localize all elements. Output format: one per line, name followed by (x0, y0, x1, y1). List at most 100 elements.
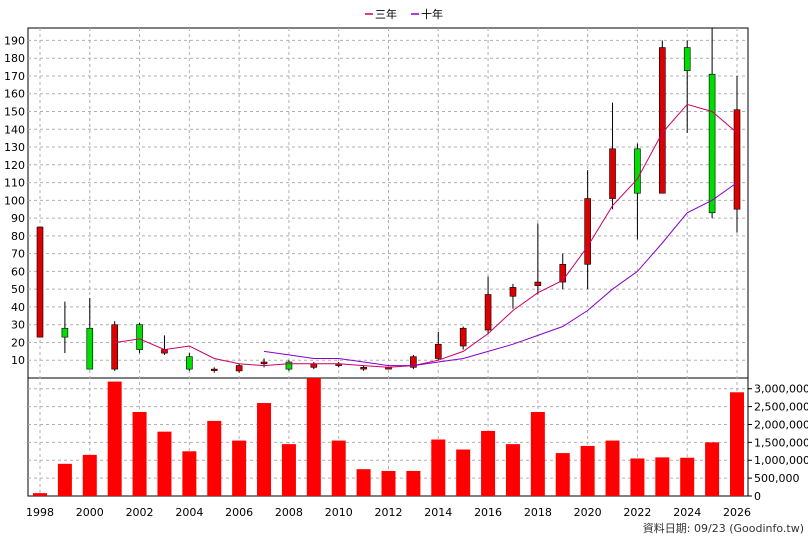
candle-body (210, 368, 218, 371)
volume-bar (481, 430, 496, 496)
volume-bar (157, 431, 172, 496)
grid (28, 28, 748, 496)
volume-tick-label: 500,000 (754, 472, 800, 485)
volume-bar (505, 444, 520, 496)
legend-label-3y: 三年 (375, 7, 397, 21)
volume-bar (331, 440, 346, 496)
x-tick-label: 2006 (225, 506, 253, 519)
x-tick-label: 1998 (26, 506, 54, 519)
price-tick-label: 100 (4, 194, 25, 207)
price-tick-label: 190 (4, 34, 25, 47)
volume-tick-label: 3,000,000 (754, 383, 808, 396)
x-axis-ticks: 1998 2000 2002 2004 2006 2008 2010 2012 2014 2016… (26, 506, 751, 519)
volume-bar (655, 457, 670, 496)
x-tick-label: 2000 (76, 506, 104, 519)
price-tick-label: 40 (11, 301, 25, 314)
moving-average-lines (114, 103, 738, 368)
price-tick-label: 130 (4, 141, 25, 154)
watermark: 資料日期: 09/23 (Goodinfo.tw) (643, 521, 804, 535)
volume-bar (555, 453, 570, 496)
volume-bar (281, 444, 296, 496)
volume-bar (456, 449, 471, 496)
x-tick-label: 2016 (474, 506, 502, 519)
candle-body (683, 47, 691, 71)
candle-body (285, 361, 293, 370)
price-tick-label: 120 (4, 159, 25, 172)
price-tick-label: 90 (11, 212, 25, 225)
legend-label-10y: 十年 (421, 7, 443, 21)
x-tick-label: 2002 (126, 506, 154, 519)
candle-body (509, 287, 517, 297)
candle-body (584, 198, 591, 265)
series-line (114, 103, 738, 368)
x-tick-label: 2022 (623, 506, 651, 519)
price-tick-label: 180 (4, 52, 25, 65)
volume-axis-ticks: 0 500,000 1,000,000 1,500,000 2,000,000 2,500… (748, 383, 808, 503)
candle-body (484, 294, 492, 331)
volume-bar (182, 451, 197, 496)
candle-body (61, 327, 69, 338)
volume-bar (605, 440, 620, 496)
price-tick-label: 30 (11, 319, 25, 332)
price-tick-label: 110 (4, 177, 25, 190)
volume-tick-label: 2,500,000 (754, 401, 808, 414)
x-tick-label: 2012 (375, 506, 403, 519)
volume-bar (580, 445, 595, 496)
series-line (263, 182, 738, 367)
candle-body (186, 356, 193, 370)
x-tick-label: 2010 (325, 506, 353, 519)
volume-bar (207, 420, 222, 496)
candle-body (534, 281, 542, 286)
volume-bar (33, 493, 47, 496)
x-tick-label: 2018 (524, 506, 552, 519)
price-tick-label: 50 (11, 283, 25, 296)
volume-bar (680, 457, 695, 496)
volume-tick-label: 1,000,000 (754, 454, 808, 467)
candle-body (260, 361, 268, 365)
volume-bar (132, 411, 147, 496)
candle-body (360, 367, 367, 370)
volume-tick-label: 1,500,000 (754, 436, 808, 449)
candle-body (235, 365, 243, 372)
volume-bar (356, 469, 371, 496)
candle-body (708, 73, 716, 214)
candle-body (459, 327, 467, 347)
price-axis-ticks: 10 20 30 40 50 60 70 80 90 100 110 120 130 140 150 160 1… (4, 34, 25, 367)
volume-bar (381, 470, 396, 496)
price-tick-label: 150 (4, 106, 25, 119)
volume-bar (232, 440, 247, 496)
candle-body (36, 226, 44, 338)
volume-bar (306, 378, 321, 496)
volume-bar (257, 403, 272, 496)
volume-bar (107, 381, 122, 496)
candle-body (609, 148, 616, 199)
candle-body (733, 109, 741, 210)
volume-bar (406, 470, 421, 496)
candle-body (410, 356, 417, 368)
candle-body (136, 324, 143, 350)
volume-tick-label: 2,000,000 (754, 418, 808, 431)
candle-body (659, 47, 666, 194)
candlesticks (36, 28, 741, 373)
price-tick-label: 20 (11, 336, 25, 349)
volume-bars (33, 378, 744, 496)
legend: 三年 十年 (365, 7, 443, 21)
volume-bar (730, 392, 744, 496)
x-tick-label: 2024 (673, 506, 701, 519)
volume-bar (630, 458, 645, 496)
price-tick-label: 10 (11, 354, 25, 367)
candle-body (111, 324, 118, 370)
volume-bar (705, 442, 720, 496)
price-tick-label: 170 (4, 70, 25, 83)
volume-bar (530, 411, 545, 496)
price-tick-label: 60 (11, 265, 25, 278)
volume-bar (82, 454, 97, 496)
volume-tick-label: 0 (754, 490, 761, 503)
price-tick-label: 160 (4, 88, 25, 101)
candle-body (310, 363, 318, 368)
candle-body (634, 148, 641, 194)
price-tick-label: 70 (11, 248, 25, 261)
x-tick-label: 2014 (424, 506, 452, 519)
volume-bar (57, 463, 72, 496)
